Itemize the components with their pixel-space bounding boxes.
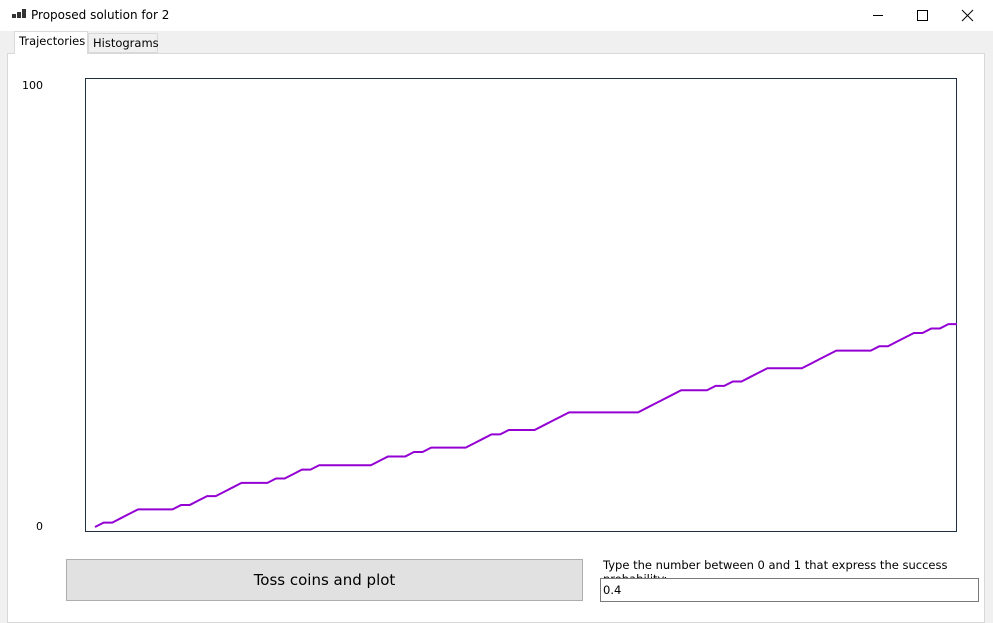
- probability-input[interactable]: 0.4: [600, 578, 979, 602]
- plot-area: [85, 78, 957, 532]
- title-bar: Proposed solution for 2: [0, 0, 993, 31]
- y-tick-label: 100: [22, 79, 43, 92]
- minimize-button[interactable]: [855, 0, 901, 31]
- tab[interactable]: Trajectories: [14, 31, 88, 54]
- close-button[interactable]: [945, 0, 991, 31]
- window-title: Proposed solution for 2: [31, 8, 170, 22]
- toss-button[interactable]: Toss coins and plot: [66, 559, 583, 601]
- trajectory-line: [94, 323, 957, 528]
- y-tick-label: 0: [36, 520, 43, 533]
- app-icon: [12, 9, 26, 18]
- maximize-button[interactable]: [900, 0, 946, 31]
- tab[interactable]: Histograms: [88, 33, 159, 53]
